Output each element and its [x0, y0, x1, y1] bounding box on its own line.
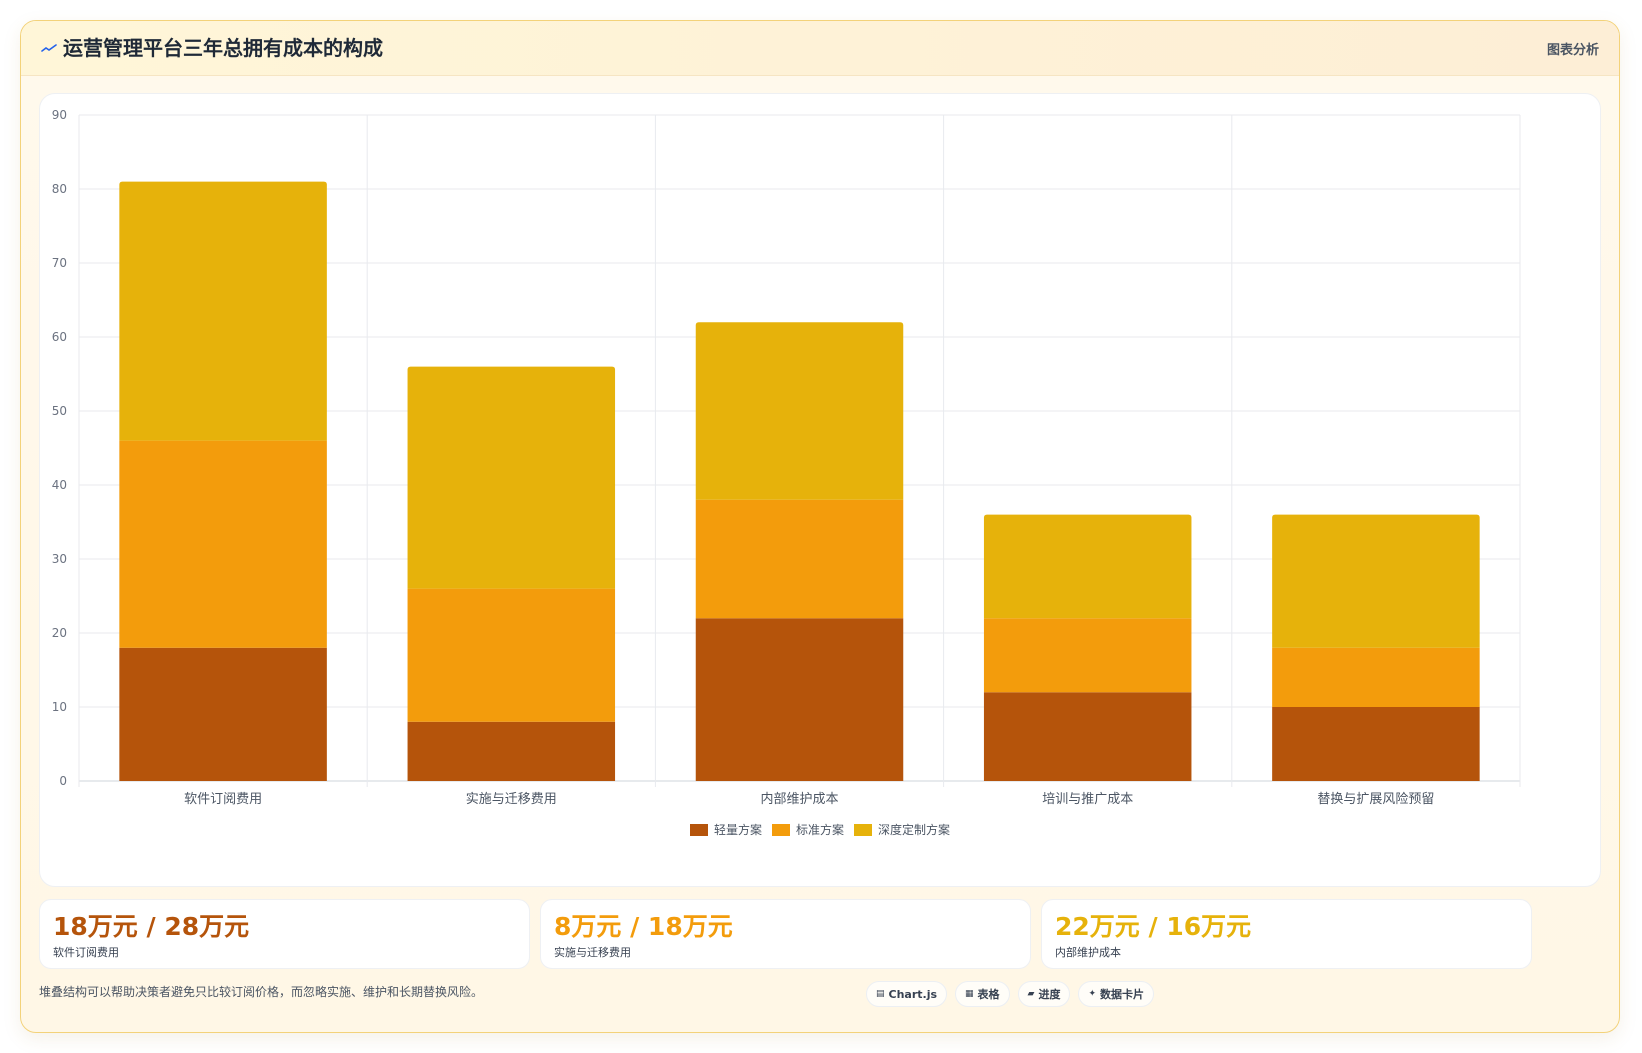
- chart-legend: 轻量方案 标准方案 深度定制方案: [40, 821, 1600, 838]
- x-tick-label: 培训与推广成本: [1042, 791, 1133, 807]
- bar-segment: [119, 440, 327, 648]
- chip-table[interactable]: ▦ 表格: [955, 981, 1010, 1007]
- bar-segment: [695, 499, 904, 619]
- page-title: 运营管理平台三年总拥有成本的构成: [63, 36, 383, 60]
- y-tick-label: 20: [52, 626, 67, 640]
- chip-progress[interactable]: ▰ 进度: [1017, 981, 1071, 1007]
- y-tick-label: 0: [59, 774, 67, 788]
- legend-label: 轻量方案: [713, 823, 762, 837]
- y-tick-label: 80: [52, 182, 67, 196]
- sparkle-icon: ✦: [1088, 989, 1097, 999]
- bar-segment: [695, 322, 904, 500]
- bar-segment: [119, 181, 327, 441]
- y-tick-label: 90: [52, 108, 67, 122]
- bar-segment: [407, 366, 616, 589]
- stat-card-implementation: 8万元 / 18万元 实施与迁移费用: [540, 899, 1031, 969]
- chip-chartjs[interactable]: ▤ Chart.js: [866, 981, 948, 1007]
- stat-value: 18万元 / 28万元: [53, 912, 250, 941]
- x-tick-label: 内部维护成本: [760, 791, 838, 807]
- bar-segment: [983, 618, 1192, 693]
- chart-analysis-link[interactable]: 图表分析: [1546, 43, 1599, 58]
- y-tick-label: 70: [52, 256, 67, 270]
- chip-label: 表格: [977, 988, 1000, 1001]
- stat-value: 8万元 / 18万元: [554, 912, 733, 941]
- legend-swatch: [771, 823, 790, 836]
- sparkline-icon: [41, 44, 57, 52]
- bar-segment: [1272, 707, 1480, 781]
- x-tick-label: 替换与扩展风险预留: [1317, 792, 1434, 807]
- stat-card-software: 18万元 / 28万元 软件订阅费用: [39, 899, 530, 969]
- y-tick-label: 10: [52, 700, 67, 714]
- chip-label: Chart.js: [888, 987, 938, 1001]
- y-tick-label: 50: [52, 404, 67, 418]
- stat-label: 实施与迁移费用: [554, 946, 631, 959]
- legend-label: 标准方案: [795, 823, 844, 837]
- legend-swatch: [689, 823, 708, 836]
- x-tick-label: 实施与迁移费用: [466, 792, 557, 807]
- bar-segment: [119, 647, 327, 781]
- chip-data-cards[interactable]: ✦ 数据卡片: [1078, 981, 1155, 1007]
- stacked-bar-chart: 0 10 20 30 40 50 60 70 80 90 软件订阅费用 实施与迁移费用 内部维护成本 培训…: [52, 108, 1521, 807]
- table-icon: ▦: [965, 989, 974, 999]
- progress-icon: ▰: [1027, 989, 1035, 999]
- legend-label: 深度定制方案: [878, 823, 951, 837]
- x-tick-label: 软件订阅费用: [184, 792, 262, 807]
- bar-segment: [695, 618, 904, 781]
- stat-label: 软件订阅费用: [53, 946, 119, 959]
- bar-segment: [407, 721, 616, 781]
- chip-label: 进度: [1038, 988, 1061, 1001]
- bar-segment: [1272, 514, 1480, 648]
- bar-segment: [983, 692, 1192, 781]
- bar-segment: [1272, 647, 1480, 707]
- y-tick-label: 60: [52, 330, 67, 344]
- legend-item[interactable]: 标准方案: [771, 821, 844, 838]
- chart-panel: 运营管理平台三年总拥有成本的构成 图表分析 0 10 20 30 40 50 60 70 80 9…: [20, 20, 1620, 1033]
- chip-bar: ▤ Chart.js ▦ 表格 ▰ 进度 ✦ 数据卡片: [866, 981, 1155, 1007]
- bar-segment: [407, 588, 616, 722]
- legend-item[interactable]: 深度定制方案: [854, 821, 950, 838]
- chart-icon: ▤: [876, 989, 885, 999]
- chart-card: 0 10 20 30 40 50 60 70 80 90 软件订阅费用 实施与迁移费用 内部维护成本 培训…: [39, 93, 1601, 887]
- legend-swatch: [854, 823, 872, 836]
- bar-segment: [983, 514, 1192, 619]
- panel-header: 运营管理平台三年总拥有成本的构成 图表分析: [21, 21, 1619, 76]
- stat-card-maintenance: 22万元 / 16万元 内部维护成本: [1041, 899, 1532, 969]
- stat-value: 22万元 / 16万元: [1055, 912, 1252, 941]
- stat-label: 内部维护成本: [1055, 946, 1121, 959]
- chip-label: 数据卡片: [1100, 988, 1145, 1001]
- y-tick-label: 30: [52, 552, 67, 566]
- footnote: 堆叠结构可以帮助决策者避免只比较订阅价格，而忽略实施、维护和长期替换风险。: [39, 985, 484, 999]
- y-tick-label: 40: [52, 478, 67, 492]
- legend-item[interactable]: 轻量方案: [689, 821, 762, 838]
